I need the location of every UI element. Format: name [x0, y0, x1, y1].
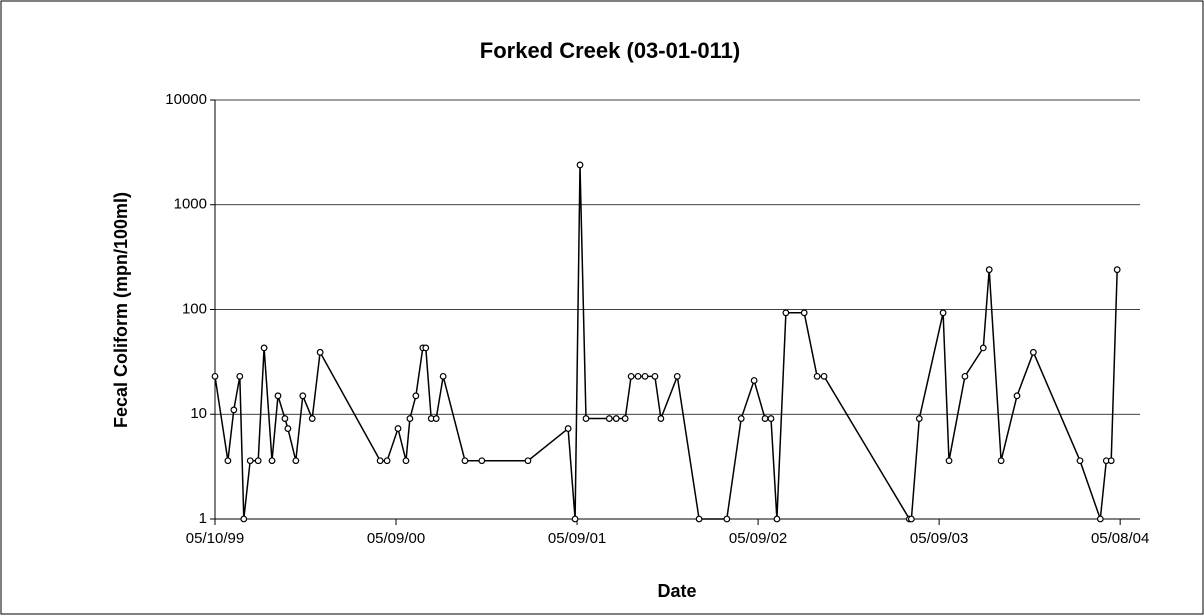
data-point — [268, 457, 276, 465]
data-point — [782, 309, 790, 317]
data-point — [773, 515, 781, 523]
y-tick-label: 10 — [190, 405, 207, 422]
data-point — [308, 415, 316, 422]
data-point — [461, 457, 469, 465]
data-point — [820, 372, 828, 380]
data-point — [383, 457, 391, 465]
data-point — [750, 377, 758, 384]
data-point — [376, 457, 384, 465]
y-tick-label: 10000 — [165, 91, 207, 108]
x-tick-label: 05/08/04 — [1091, 530, 1149, 547]
data-point — [236, 372, 244, 380]
chart-title: Forked Creek (03-01-011) — [480, 38, 740, 63]
data-point — [695, 515, 703, 523]
data-point — [657, 415, 665, 422]
data-point — [767, 415, 775, 422]
data-point — [1113, 266, 1121, 274]
data-point — [737, 415, 745, 422]
data-point — [260, 344, 268, 352]
x-tick-label: 05/09/00 — [367, 530, 425, 547]
data-point — [907, 515, 915, 523]
data-point — [761, 415, 769, 422]
x-tick-label: 05/09/01 — [548, 530, 606, 547]
data-point — [432, 415, 440, 422]
y-tick-label: 1000 — [174, 196, 207, 213]
data-point — [582, 415, 590, 422]
data-point — [915, 415, 923, 422]
data-point — [634, 372, 642, 380]
data-point — [605, 415, 613, 422]
data-point — [1076, 457, 1084, 465]
data-point — [979, 344, 987, 352]
data-point — [612, 415, 620, 422]
data-point — [402, 457, 410, 465]
data-point — [651, 372, 659, 380]
data-point — [412, 392, 420, 400]
data-point — [813, 372, 821, 380]
x-tick-label: 05/09/03 — [910, 530, 968, 547]
data-point — [961, 372, 969, 380]
data-point — [316, 348, 324, 356]
y-axis-label: Fecal Coliform (mpn/100ml) — [111, 192, 131, 428]
data-point — [240, 515, 248, 523]
data-point — [673, 372, 681, 380]
data-point — [211, 372, 219, 380]
data-point — [997, 457, 1005, 465]
data-point — [524, 457, 532, 465]
data-point — [1013, 392, 1021, 400]
data-point — [621, 415, 629, 422]
data-point — [422, 344, 430, 352]
y-tick-label: 1 — [199, 510, 207, 527]
data-point — [985, 266, 993, 274]
data-point — [406, 415, 414, 422]
data-point — [284, 425, 292, 432]
data-point — [627, 372, 635, 380]
series-line — [214, 164, 1118, 520]
data-point — [641, 372, 649, 380]
data-point — [1029, 348, 1037, 356]
data-point — [800, 309, 808, 317]
data-point — [478, 457, 486, 465]
data-point — [439, 372, 447, 380]
data-point — [1096, 515, 1104, 523]
data-point — [564, 425, 572, 432]
data-point — [246, 457, 254, 465]
data-point — [1107, 457, 1115, 465]
data-point — [723, 515, 731, 523]
x-tick-label: 05/10/99 — [186, 530, 244, 547]
data-point — [274, 392, 282, 400]
data-point — [281, 415, 289, 422]
data-point — [299, 392, 307, 400]
y-tick-label: 100 — [182, 300, 207, 317]
data-point — [394, 425, 402, 432]
data-point — [945, 457, 953, 465]
data-point — [292, 457, 300, 465]
data-point — [571, 515, 579, 523]
data-point — [230, 406, 238, 414]
data-point — [576, 161, 584, 169]
data-point — [254, 457, 262, 465]
x-axis-label: Date — [657, 581, 696, 601]
data-point — [224, 457, 232, 465]
data-point — [939, 309, 947, 317]
x-tick-label: 05/09/02 — [729, 530, 787, 547]
